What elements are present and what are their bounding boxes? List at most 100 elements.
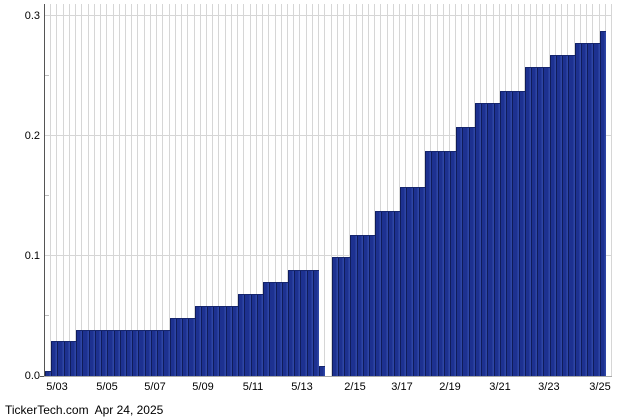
dividend-bar — [537, 67, 544, 376]
v-gridline — [143, 4, 145, 376]
v-gridline — [262, 4, 264, 376]
dividend-bar — [462, 127, 469, 376]
y-minor-tick — [45, 315, 49, 316]
dividend-bar — [474, 103, 482, 376]
h-gridline — [45, 15, 612, 16]
x-axis-tick-label: 3/17 — [391, 381, 413, 393]
h-gridline — [45, 135, 612, 136]
v-gridline — [324, 4, 326, 376]
dividend-bar — [238, 294, 245, 376]
v-gridline — [361, 4, 363, 376]
v-gridline — [230, 4, 232, 376]
dividend-bar — [412, 187, 419, 376]
dividend-bar — [344, 257, 351, 376]
v-gridline — [305, 4, 307, 376]
v-gridline — [392, 4, 394, 376]
y-axis-tick-label: 0.0 — [24, 370, 40, 382]
dividend-bar — [182, 318, 189, 376]
x-axis-tick-label: 5/07 — [144, 381, 166, 393]
dividend-bar — [543, 67, 550, 376]
dividend-bar — [113, 330, 120, 376]
dividend-bar — [213, 306, 220, 376]
x-axis-labels: 5/03 5/05 5/07 5/09 5/11 5/13 2/15 3/17 2/19 3/21… — [45, 381, 612, 395]
v-gridline — [187, 4, 189, 376]
dividend-bar — [393, 211, 401, 376]
dividend-bar — [281, 282, 288, 376]
dividend-bar — [506, 91, 513, 376]
dividend-bar — [319, 366, 326, 376]
dividend-bar — [568, 55, 575, 376]
v-gridline — [368, 4, 369, 376]
dividend-bar — [369, 235, 376, 376]
dividend-bar — [144, 330, 151, 376]
dividend-bar — [362, 235, 369, 376]
dividend-bar — [119, 330, 126, 376]
dividend-bar — [387, 211, 394, 376]
v-gridline — [212, 4, 214, 376]
y-axis-line — [44, 4, 45, 376]
v-gridline — [125, 4, 126, 376]
x-axis-tick-label: 5/03 — [46, 381, 68, 393]
v-gridline — [399, 4, 401, 376]
dividend-bar — [207, 306, 214, 376]
dividend-bar — [169, 318, 176, 376]
dividend-bar — [263, 282, 270, 376]
dividend-bar — [493, 103, 500, 376]
y-axis-labels: 0.0 0.1 0.2 0.3 — [0, 4, 40, 382]
x-axis-tick-label: 2/19 — [439, 381, 461, 393]
v-gridline — [206, 4, 207, 376]
dividend-bar — [101, 330, 108, 376]
dividend-bar — [524, 67, 531, 376]
v-gridline — [106, 4, 108, 376]
dividend-bar — [244, 294, 251, 376]
dividend-bar — [312, 270, 320, 376]
v-gridline — [268, 4, 270, 376]
dividend-bar — [425, 151, 432, 376]
h-gridline — [45, 255, 612, 256]
dividend-bar — [306, 270, 313, 376]
v-gridline — [249, 4, 251, 376]
dividend-bar — [275, 282, 282, 376]
v-gridline — [93, 4, 95, 376]
v-gridline — [243, 4, 245, 376]
dividend-bar — [499, 91, 507, 376]
x-axis-tick-label: 5/05 — [96, 381, 118, 393]
dividend-bar — [107, 330, 114, 376]
v-gridline — [75, 4, 77, 376]
origin-tick — [40, 376, 44, 377]
v-gridline — [274, 4, 276, 376]
dividend-bar — [256, 294, 264, 376]
v-gridline — [56, 4, 58, 376]
v-gridline — [87, 4, 89, 376]
x-axis-tick-label: 5/11 — [242, 381, 264, 393]
plot-area — [40, 4, 612, 377]
dividend-bar — [126, 330, 133, 376]
v-gridline — [380, 4, 382, 376]
x-axis-tick-label: 3/25 — [589, 381, 611, 393]
dividend-bar — [57, 341, 64, 376]
dividend-bar — [51, 341, 58, 376]
dividend-bar — [437, 151, 444, 376]
v-gridline — [374, 4, 376, 376]
dividend-bar — [45, 371, 52, 376]
dividend-bar — [76, 330, 83, 376]
dividend-bar — [63, 341, 70, 376]
dividend-bar — [512, 91, 519, 376]
dividend-bar — [300, 270, 307, 376]
v-gridline — [162, 4, 164, 376]
dividend-bar — [587, 43, 594, 376]
y-minor-tick — [45, 195, 49, 196]
v-gridline — [112, 4, 114, 376]
v-gridline — [181, 4, 183, 376]
x-axis-tick-label: 2/15 — [344, 381, 366, 393]
y-minor-tick — [45, 75, 49, 76]
v-gridline — [118, 4, 120, 376]
dividend-bar — [481, 103, 488, 376]
dividend-bar — [231, 306, 239, 376]
v-gridline — [149, 4, 151, 376]
v-gridline — [349, 4, 351, 376]
v-gridline — [199, 4, 201, 376]
v-gridline — [336, 4, 338, 376]
v-gridline — [168, 4, 170, 376]
